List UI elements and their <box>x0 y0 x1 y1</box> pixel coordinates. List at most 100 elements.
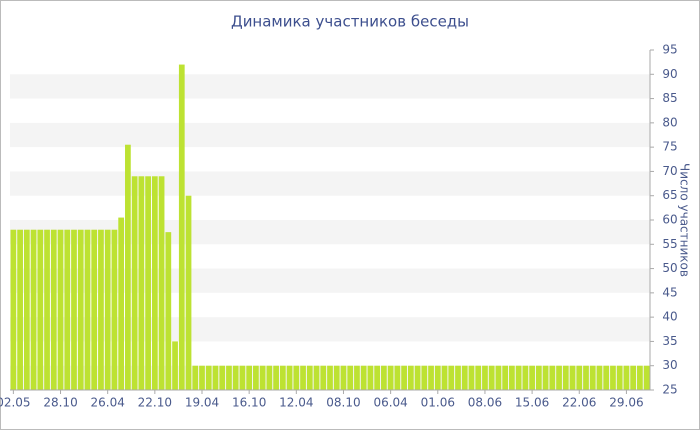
y-tick-label: 50 <box>662 261 677 275</box>
y-tick-label: 35 <box>662 334 677 348</box>
bar <box>387 365 394 390</box>
bar <box>401 365 407 390</box>
bar <box>172 341 178 390</box>
x-tick-label: 19.04 <box>185 396 219 410</box>
bar <box>434 365 441 390</box>
bar <box>138 176 145 390</box>
x-tick-label: 28.10 <box>43 396 77 410</box>
bar <box>77 229 84 390</box>
y-tick-label: 60 <box>662 213 677 227</box>
x-tick-label: 22.06 <box>562 396 596 410</box>
y-tick-label: 85 <box>662 91 677 105</box>
bar <box>279 365 286 390</box>
x-tick-label: 02.05 <box>0 396 31 410</box>
bar <box>273 365 279 390</box>
bar <box>421 365 428 390</box>
bar <box>562 365 569 390</box>
y-tick-label: 75 <box>662 140 677 154</box>
bar <box>394 365 401 390</box>
bar <box>616 365 623 390</box>
bar <box>381 365 387 390</box>
bar <box>522 365 529 390</box>
bar <box>509 365 515 390</box>
bar <box>125 144 131 390</box>
bar <box>199 365 205 390</box>
y-tick-label: 90 <box>662 67 677 81</box>
bar <box>300 365 306 390</box>
y-tick-label: 30 <box>662 358 677 372</box>
x-tick-label: 16.10 <box>232 396 266 410</box>
bar <box>448 365 455 390</box>
bar <box>313 365 320 390</box>
y-axis-label: Число участников <box>678 163 692 277</box>
bar <box>475 365 482 390</box>
bar <box>482 365 488 390</box>
bar <box>306 365 313 390</box>
bar <box>37 229 44 390</box>
bar <box>118 217 125 390</box>
bar <box>98 229 104 390</box>
bar <box>44 229 50 390</box>
bar <box>286 365 293 390</box>
bar <box>630 365 637 390</box>
y-tick-label: 55 <box>662 237 677 251</box>
y-tick-label: 45 <box>662 285 677 299</box>
bar <box>57 229 64 390</box>
bar <box>266 365 273 390</box>
bar <box>455 365 461 390</box>
bar <box>185 195 192 390</box>
bar <box>488 365 495 390</box>
bar <box>535 365 542 390</box>
bar <box>354 365 360 390</box>
bar <box>219 365 226 390</box>
bar <box>84 229 91 390</box>
bar <box>71 229 77 390</box>
grid-band <box>10 74 650 99</box>
bar <box>327 365 333 390</box>
bar <box>347 365 354 390</box>
y-tick-label: 25 <box>662 383 677 397</box>
x-tick-label: 12.04 <box>279 396 313 410</box>
y-tick-label: 40 <box>662 310 677 324</box>
y-tick-label: 80 <box>662 115 677 129</box>
bar <box>158 176 165 390</box>
bar <box>91 229 98 390</box>
bar <box>360 365 367 390</box>
bar <box>623 365 630 390</box>
bar <box>502 365 509 390</box>
bar <box>468 365 475 390</box>
x-tick-label: 22.10 <box>138 396 172 410</box>
grid-band <box>10 122 650 148</box>
bar <box>131 176 138 390</box>
bar <box>637 365 643 390</box>
bar <box>610 365 616 390</box>
bar <box>407 365 414 390</box>
bar <box>30 229 37 390</box>
bar <box>145 176 151 390</box>
bar <box>64 229 71 390</box>
x-tick-label: 15.06 <box>515 396 549 410</box>
bar <box>495 365 502 390</box>
y-tick-label: 65 <box>662 188 677 202</box>
x-tick-label: 29.06 <box>609 396 643 410</box>
bar <box>246 365 253 390</box>
bar <box>23 229 30 390</box>
bar <box>111 229 118 390</box>
x-tick-label: 06.04 <box>373 396 407 410</box>
bar <box>253 365 259 390</box>
bar <box>441 365 448 390</box>
bar <box>374 365 381 390</box>
grid-band <box>10 171 650 196</box>
x-tick-label: 08.10 <box>326 396 360 410</box>
bar <box>205 365 212 390</box>
bar <box>569 365 576 390</box>
bar <box>165 232 172 390</box>
bar <box>178 64 185 391</box>
bar <box>542 365 549 390</box>
y-tick-label: 95 <box>662 43 677 57</box>
bar <box>529 365 535 390</box>
bar <box>603 365 610 390</box>
bar <box>50 229 57 390</box>
x-tick-label: 26.04 <box>91 396 125 410</box>
